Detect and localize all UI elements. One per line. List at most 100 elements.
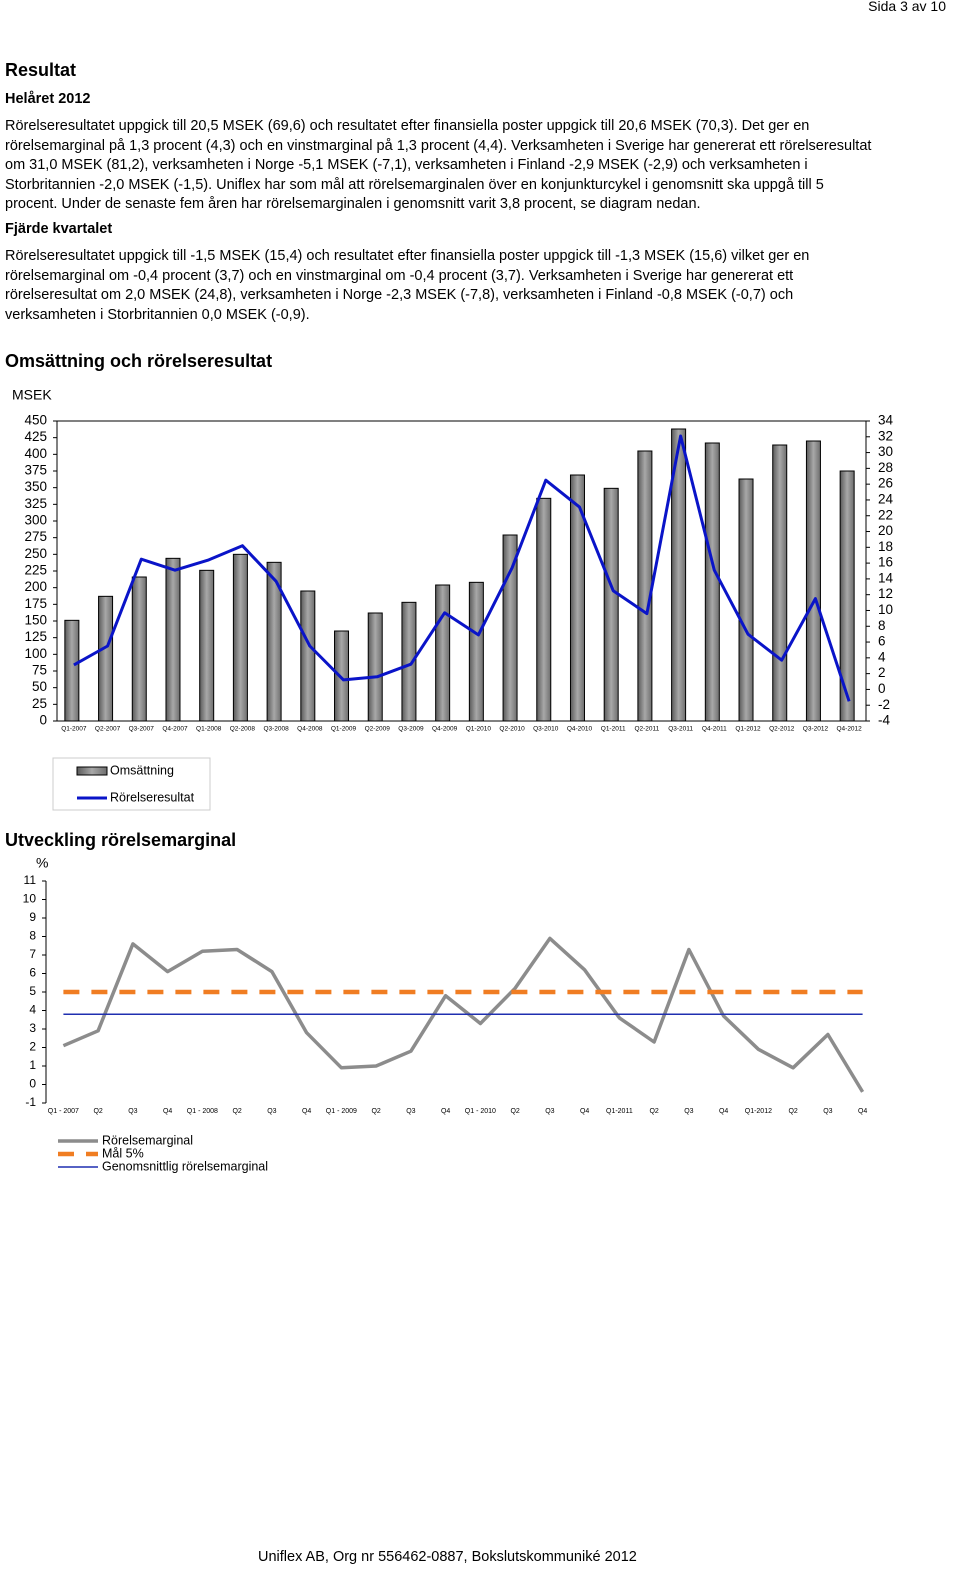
y-tick-label: 9	[29, 910, 36, 924]
x-tick-label: Q2	[788, 1108, 797, 1115]
y-tick-label: 250	[24, 546, 47, 561]
paragraph: Rörelseresultatet uppgick till 20,5 MSEK…	[5, 118, 872, 213]
x-tick-label: Q2	[649, 1108, 658, 1115]
bar	[401, 601, 417, 722]
bar	[536, 497, 552, 722]
y2-tick-label: 30	[878, 444, 893, 459]
paragraph: Rörelseresultatet uppgick till -1,5 MSEK…	[5, 248, 810, 323]
y-tick-label: 275	[24, 529, 47, 544]
bar	[64, 619, 80, 722]
y2-tick-label: 28	[878, 460, 893, 475]
y2-tick-label: 4	[878, 649, 886, 664]
line-series	[62, 936, 865, 1093]
bar	[367, 612, 383, 722]
x-tick-label: Q4	[441, 1108, 450, 1115]
y-tick-label: 175	[24, 596, 47, 611]
x-tick-label: Q4-2007	[162, 726, 188, 733]
x-tick-label: Q1-2012	[735, 726, 761, 733]
page-number: Sida 3 av 10	[868, 0, 946, 14]
y-tick-label: 1	[29, 1058, 36, 1072]
x-tick-label: Q2-2009	[365, 726, 391, 733]
y-tick-label: 4	[29, 1003, 36, 1017]
y2-tick-label: 10	[878, 602, 893, 617]
x-tick-label: Q2-2007	[95, 726, 121, 733]
y-axis-label: MSEK	[12, 387, 52, 403]
x-tick-label: Q3	[684, 1108, 693, 1115]
subsection-title: Fjärde kvartalet	[5, 221, 113, 237]
x-tick-label: Q4-2008	[297, 726, 323, 733]
y-tick-label: 150	[24, 613, 47, 628]
legend-label: Rörelsemarginal	[102, 1133, 193, 1147]
y2-tick-label: 20	[878, 523, 893, 538]
y-tick-label: 100	[24, 646, 47, 661]
bar	[165, 557, 181, 722]
bar	[435, 584, 451, 722]
y2-tick-label: 26	[878, 476, 893, 491]
y2-tick-label: 12	[878, 586, 893, 601]
bar	[300, 590, 316, 722]
bar	[131, 576, 147, 722]
x-tick-label: Q3	[545, 1108, 554, 1115]
y-tick-label: 75	[32, 663, 47, 678]
x-tick-label: Q1-2007	[61, 726, 87, 733]
x-tick-label: Q1-2010	[466, 726, 492, 733]
y-tick-label: 0	[39, 713, 47, 728]
x-tick-label: Q4	[580, 1108, 589, 1115]
y-tick-label: -1	[25, 1095, 36, 1109]
y-tick-label: 3	[29, 1021, 36, 1035]
bar	[839, 470, 855, 722]
y-tick-label: 375	[24, 463, 47, 478]
y2-tick-label: 0	[878, 681, 886, 696]
y-tick-label: 400	[24, 446, 47, 461]
bar	[805, 440, 821, 722]
x-tick-label: Q3-2008	[263, 726, 289, 733]
y-tick-label: 8	[29, 929, 36, 943]
y-tick-label: 50	[32, 679, 47, 694]
x-tick-label: Q2-2010	[499, 726, 525, 733]
x-tick-label: Q3-2011	[668, 726, 693, 733]
y2-tick-label: 14	[878, 570, 894, 585]
bar	[98, 595, 114, 722]
x-tick-label: Q2	[371, 1108, 380, 1115]
bar	[603, 487, 619, 722]
footer: Uniflex AB, Org nr 556462-0887, Boksluts…	[258, 1549, 637, 1565]
y-tick-label: 7	[29, 947, 36, 961]
x-tick-label: Q3-2012	[803, 726, 829, 733]
bar	[704, 442, 720, 722]
x-tick-label: Q3-2009	[398, 726, 424, 733]
x-tick-label: Q1 - 2010	[465, 1108, 496, 1115]
x-tick-label: Q3	[406, 1108, 415, 1115]
legend-swatch	[76, 766, 108, 776]
bar	[569, 474, 585, 722]
x-tick-label: Q4-2009	[432, 726, 458, 733]
y2-tick-label: -4	[878, 713, 890, 728]
y-tick-label: 2	[29, 1040, 36, 1054]
y-tick-label: 10	[23, 892, 37, 906]
line-series	[73, 434, 851, 702]
y-tick-label: 200	[24, 579, 47, 594]
x-tick-label: Q1 - 2008	[187, 1108, 218, 1115]
x-tick-label: Q4-2011	[702, 726, 727, 733]
x-tick-label: Q3-2007	[129, 726, 155, 733]
y-tick-label: 300	[24, 513, 47, 528]
x-tick-label: Q2	[510, 1108, 519, 1115]
y-tick-label: 450	[24, 413, 47, 428]
x-tick-label: Q3	[823, 1108, 832, 1115]
y2-tick-label: 8	[878, 618, 886, 633]
y-tick-label: 325	[24, 496, 47, 511]
x-tick-label: Q2	[93, 1108, 102, 1115]
y-tick-label: 11	[24, 873, 37, 887]
y2-tick-label: 6	[878, 634, 886, 649]
y-tick-label: 125	[24, 629, 47, 644]
y2-tick-label: 16	[878, 555, 893, 570]
x-tick-label: Q1 - 2009	[326, 1108, 357, 1115]
bar	[738, 478, 754, 722]
x-tick-label: Q1 - 2007	[48, 1108, 79, 1115]
bar	[199, 569, 215, 722]
bar	[266, 561, 282, 722]
x-tick-label: Q2	[232, 1108, 241, 1115]
y2-tick-label: 34	[878, 413, 894, 428]
y2-tick-label: -2	[878, 697, 890, 712]
